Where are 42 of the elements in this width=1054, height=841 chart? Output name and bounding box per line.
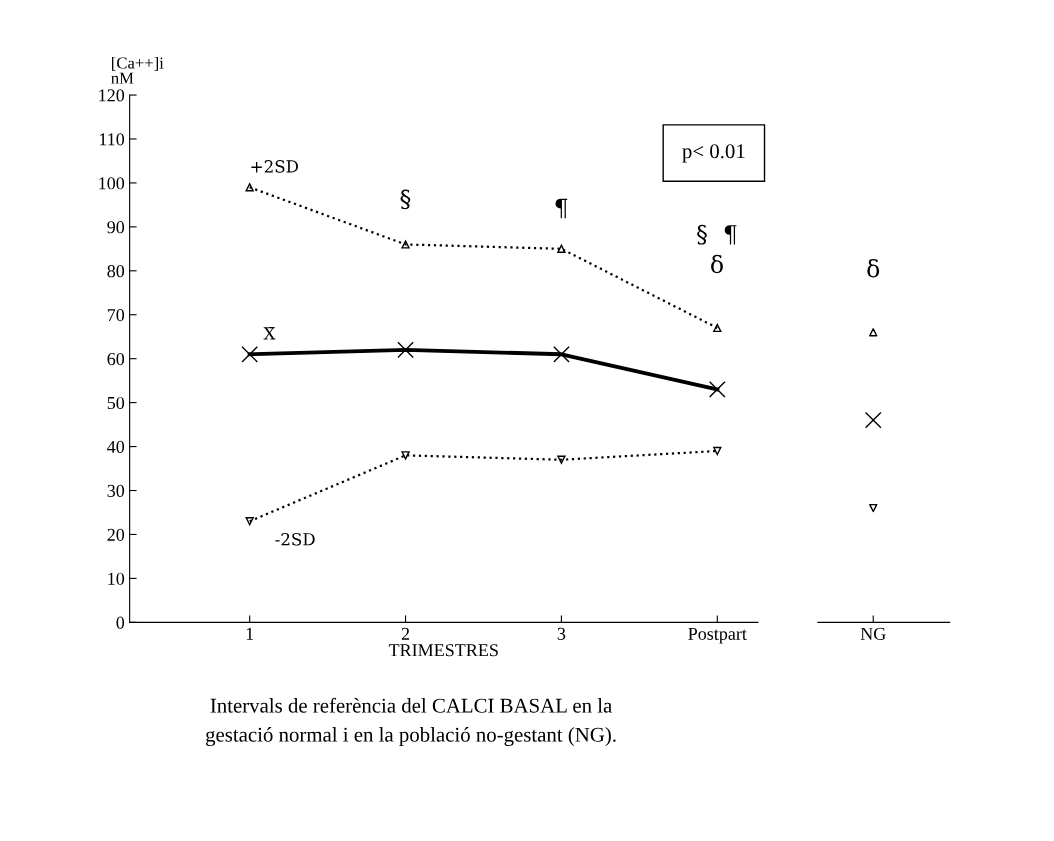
annotation: δ — [711, 254, 723, 274]
annotation: p< 0.01 — [682, 144, 745, 163]
y-tick-label: 50 — [107, 396, 125, 410]
y-tick-label: 0 — [116, 616, 125, 629]
point — [245, 183, 254, 192]
y-tick-label: 90 — [107, 221, 125, 234]
x-axis-title: TRIMESTRES — [388, 644, 498, 657]
point — [713, 446, 722, 456]
x-tick-label: 2 — [401, 627, 410, 640]
y-tick-label: 10 — [108, 572, 125, 585]
point — [401, 451, 410, 460]
x-tick-label: NG — [860, 627, 886, 640]
point — [241, 345, 259, 363]
y-axis-title: [Ca++]i nM — [111, 56, 164, 84]
series-label: +2SD — [251, 160, 299, 173]
y-tick-label: 80 — [107, 265, 125, 278]
point — [401, 240, 410, 249]
annotation: § ¶ — [697, 224, 737, 245]
y-tick-label: 30 — [107, 484, 125, 497]
y-tick-label: 120 — [99, 89, 125, 102]
y-tick-label: 100 — [99, 177, 125, 190]
point — [245, 517, 254, 526]
y-tick-label: 60 — [107, 352, 125, 366]
point — [708, 381, 726, 398]
annotation: § — [400, 189, 411, 210]
y-tick-label: 40 — [107, 440, 125, 454]
series-label: X̄ — [263, 327, 276, 340]
y-tick-label: 110 — [99, 133, 125, 146]
x-tick-label: 1 — [246, 627, 254, 640]
x-tick-label: Postpart — [688, 627, 747, 644]
point — [557, 455, 566, 464]
y-tick-label: 20 — [107, 528, 125, 541]
y-tick-label: 70 — [107, 309, 125, 322]
annotation: δ — [867, 259, 880, 278]
text: Intervals de referència del CALCI BASAL en la gestació normal i en la població no-gestant (NG). — [206, 697, 616, 747]
point — [557, 244, 566, 253]
point — [713, 323, 722, 333]
point — [397, 341, 414, 359]
annotation: ¶ — [555, 198, 568, 219]
point — [553, 345, 570, 363]
x-tick-label: 3 — [557, 627, 566, 640]
series-label: -2SD — [275, 532, 315, 546]
